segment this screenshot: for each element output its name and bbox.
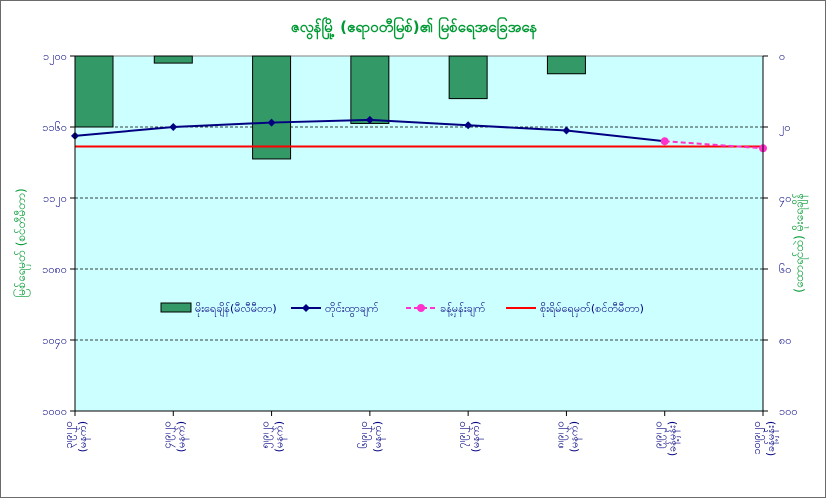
y-tick-label-1: ၁၀၄၀	[42, 334, 67, 349]
y2-axis-label: (ထောရင်ထဲ) မိုးရေချိန်	[791, 193, 809, 293]
bar-1	[153, 55, 193, 64]
y2-tick-label-0: ၀	[779, 50, 785, 63]
y-axis-label: မြစ်ရေမှတ် (စင်တီမီတာ)	[12, 188, 31, 297]
bar-series	[74, 55, 586, 160]
x-tick-label-1: ၄၊၉၊၂၀ (မနက်)	[160, 421, 189, 452]
x-tick-date-5: ၈၊၉၊၂၀	[553, 421, 568, 449]
bar-5	[546, 55, 586, 75]
x-tick-date-6: ၉၊၉၊၂၀	[652, 421, 667, 448]
x-tick-label-4: ၇၊၉၊၂၀ (မနက်)	[455, 421, 484, 452]
y2-tick-label-5: ၁၀၀	[779, 405, 798, 418]
x-tick-label-7: ၁၀၊၉၊၂၀ (ခန့်မှန်း)	[750, 421, 779, 456]
y2-tick-label-4: ၈၀	[779, 334, 791, 347]
chart-title: ဇလွန်မြို့ (ဧရာဝတီမြစ်)၏ မြစ်ရေအခြေအနေ	[291, 16, 538, 40]
y-tick-label-2: ၁၀၈၀	[42, 263, 67, 276]
legend-label-0: မိုးရေချိန်(မီလီမီတာ)	[195, 302, 277, 317]
point-0-1	[169, 123, 178, 131]
x-tick-note-6: (ခန့်မှန်း)	[666, 421, 681, 456]
legend-label-3: စိုးရိမ်ရေမှတ်(စင်တီမီတာ)	[540, 302, 644, 317]
point-0-3	[365, 115, 374, 124]
y-tick-labels: ၁၀၀၀ ၁၀၄၀ ၁၀၈၀ ၁၁၂၀ ၁၁၆၀ ၁၂၀၀	[42, 50, 67, 418]
point-0-5	[562, 126, 571, 135]
y2-tick-label-2: ၄၀	[779, 192, 791, 207]
x-tick-note-2: (မနက်)	[273, 421, 288, 452]
x-tick-date-7: ၁၀၊၉၊၂၀	[750, 421, 765, 455]
bar-0	[74, 55, 114, 128]
x-tick-note-3: (မနက်)	[371, 421, 386, 452]
bar-4	[448, 55, 488, 100]
x-tick-note-7: (ခန့်မှန်း)	[764, 421, 779, 456]
legend-swatch-0	[160, 302, 192, 313]
y-tick-label-4: ၁၁၆၀	[42, 121, 67, 134]
y-tick-label-3: ၁၁၂၀	[43, 192, 67, 207]
legend: မိုးရေချိန်(မီလီမီတာ) တိုင်းထွာချက် ခန့်မှ…	[160, 302, 644, 317]
x-tick-label-5: ၈၊၉၊၂၀ (မနက်)	[553, 421, 582, 452]
y2-tick-label-1: ၂၀	[779, 121, 791, 136]
x-tick-note-5: (မနက်)	[567, 421, 582, 452]
x-tick-note-4: (မနက်)	[469, 421, 484, 452]
legend-label-2: ခန့်မှန်းချက်	[440, 302, 486, 317]
point-0-2	[267, 118, 276, 127]
y-tick-label-5: ၁၂၀၀	[43, 50, 67, 65]
x-tick-labels: ၃၊၉၊၂၀ (မနက်) ၄၊၉၊၂၀ (မနက်) ၅၊၉၊၂၀ (မနက်) ၆၊၉၊…	[62, 421, 779, 456]
bar-3	[350, 55, 390, 124]
y-tick-label-0: ၁၀၀၀	[42, 405, 67, 418]
x-tick-label-6: ၉၊၉၊၂၀ (ခန့်မှန်း)	[652, 421, 681, 456]
x-tick-label-2: ၅၊၉၊၂၀ (မနက်)	[259, 421, 288, 452]
plot-area	[74, 55, 764, 412]
x-tick-date-1: ၄၊၉၊၂၀	[160, 421, 175, 448]
point-1-6	[660, 137, 669, 146]
x-tick-date-0: ၃၊၉၊၂၀	[62, 421, 77, 448]
point-0-4	[464, 121, 473, 130]
axes	[70, 55, 768, 416]
x-tick-label-0: ၃၊၉၊၂၀ (မနက်)	[62, 421, 91, 452]
bar-2	[252, 55, 292, 160]
series-line-1	[664, 140, 764, 150]
legend-marker-1	[302, 304, 310, 312]
legend-marker-2	[417, 304, 425, 312]
x-tick-note-0: (မနက်)	[76, 421, 91, 452]
y2-tick-label-3: ၆၀	[779, 263, 791, 276]
x-tick-date-4: ၇၊၉၊၂၀	[455, 421, 470, 448]
x-tick-date-3: ၆၊၉၊၂၀	[357, 421, 372, 448]
x-tick-label-3: ၆၊၉၊၂၀ (မနက်)	[357, 421, 386, 452]
x-tick-note-1: (မနက်)	[174, 421, 189, 452]
x-tick-date-2: ၅၊၉၊၂၀	[259, 421, 274, 448]
legend-label-1: တိုင်းထွာချက်	[325, 302, 379, 317]
